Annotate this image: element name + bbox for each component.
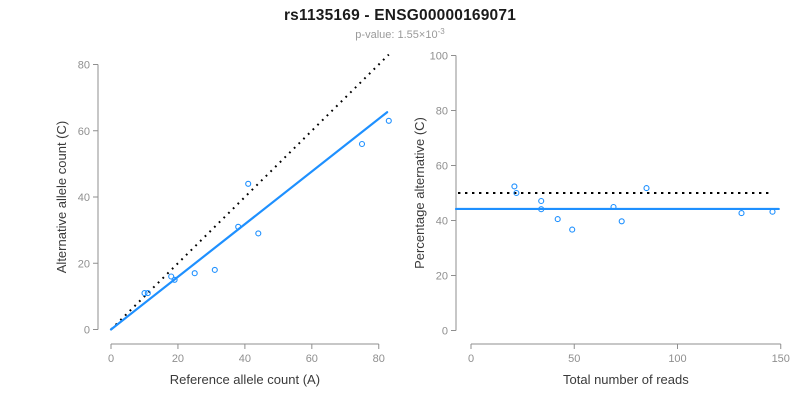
y-axis-title: Alternative allele count (C) (54, 121, 69, 273)
x-tick-label: 0 (108, 353, 114, 365)
y-tick-label: 20 (78, 258, 90, 270)
pvalue-text: p-value: 1.55×10 (355, 29, 438, 41)
data-point (643, 185, 650, 192)
x-tick-label: 0 (468, 353, 474, 365)
data-point (513, 189, 520, 197)
data-point (511, 183, 518, 190)
y-tick-label: 60 (436, 161, 448, 173)
data-point (171, 276, 178, 283)
data-point (168, 273, 175, 280)
data-point (738, 210, 745, 217)
figure-header: rs1135169 - ENSG00000169071 p-value: 1.5… (0, 0, 800, 41)
data-point (255, 230, 262, 237)
pvalue-exponent: -3 (437, 27, 445, 36)
y-tick-label: 100 (430, 51, 448, 63)
data-point (358, 140, 366, 148)
data-point (191, 270, 198, 277)
data-point (144, 290, 151, 297)
identity-line (110, 53, 390, 331)
y-tick-label: 40 (78, 192, 90, 204)
x-tick-label: 20 (172, 353, 184, 365)
y-tick-label: 80 (78, 60, 90, 72)
y-tick-label: 40 (436, 216, 448, 228)
x-tick-label: 60 (306, 353, 318, 365)
y-tick-label: 20 (436, 271, 448, 283)
x-tick-label: 80 (373, 353, 385, 365)
x-tick-label: 50 (568, 353, 580, 365)
data-point (769, 208, 776, 215)
x-tick-label: 100 (668, 353, 686, 365)
x-tick-label: 150 (772, 353, 790, 365)
y-tick-label: 0 (442, 326, 448, 338)
y-tick-label: 80 (436, 106, 448, 118)
data-point (235, 223, 242, 230)
data-point (245, 180, 252, 187)
fit-line (109, 111, 389, 331)
x-axis-title: Total number of reads (563, 372, 689, 387)
y-tick-label: 60 (78, 126, 90, 138)
y-tick-label: 0 (84, 325, 90, 337)
y-axis-title: Percentage alternative (C) (412, 117, 427, 269)
data-point (385, 117, 392, 124)
data-point (554, 216, 561, 223)
x-axis-title: Reference allele count (A) (170, 372, 320, 387)
data-point (569, 226, 576, 233)
pvalue-subtitle: p-value: 1.55×10-3 (0, 27, 800, 41)
data-point (618, 218, 625, 225)
data-point (211, 266, 218, 273)
page-title: rs1135169 - ENSG00000169071 (283, 7, 517, 24)
x-tick-label: 40 (239, 353, 251, 365)
data-point (538, 197, 545, 205)
data-point (610, 203, 617, 211)
data-point (141, 290, 148, 297)
data-point (538, 206, 545, 213)
